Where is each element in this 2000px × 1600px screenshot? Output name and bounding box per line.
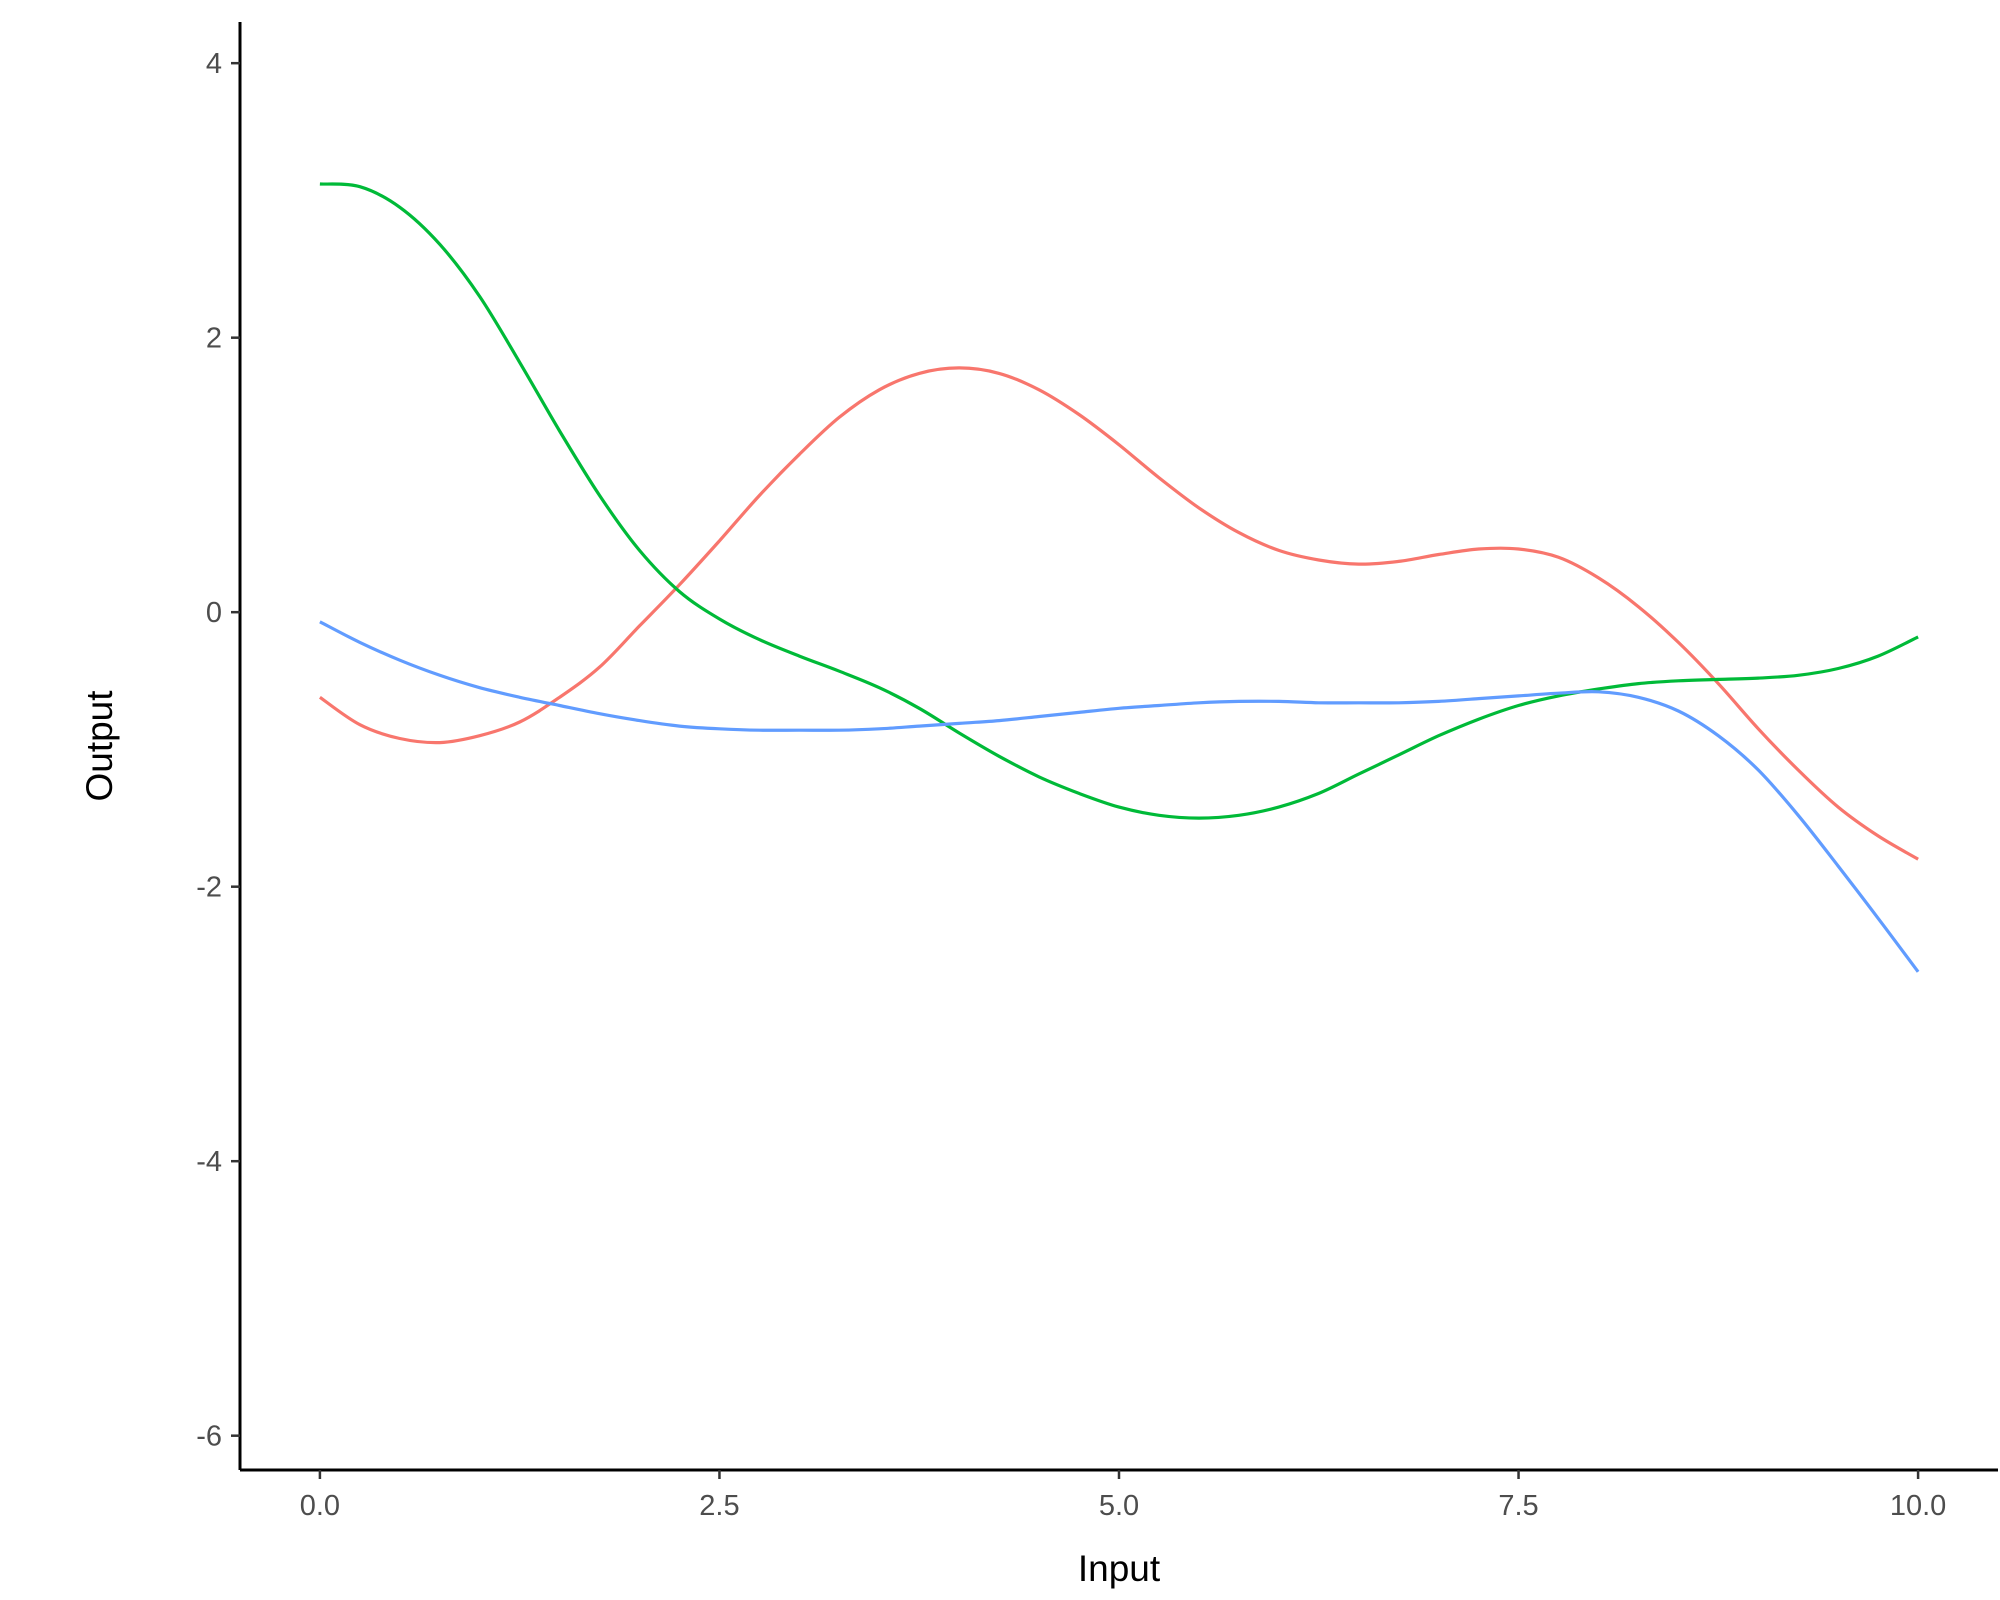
series-line-2 (319, 182, 1919, 820)
x-tick-label: 0.0 (300, 1490, 340, 1522)
x-tick-label: 2.5 (699, 1490, 739, 1522)
y-tick-label: 4 (206, 48, 222, 80)
series-layer (318, 182, 1920, 973)
y-tick-label: 2 (206, 323, 222, 355)
series-line-1 (318, 366, 1919, 861)
x-axis-title: Input (1078, 1548, 1161, 1589)
y-axis-ticks: -6 -4 -2 0 2 4 (196, 48, 240, 1453)
y-tick-label: -4 (196, 1146, 222, 1178)
x-tick-label: 10.0 (1890, 1490, 1946, 1522)
y-tick-label: -2 (196, 872, 222, 904)
series-line-3 (319, 620, 1920, 973)
x-axis-ticks: 0.0 2.5 5.0 7.5 10.0 (300, 1470, 1946, 1522)
x-tick-label: 5.0 (1099, 1490, 1139, 1522)
y-tick-label: -6 (196, 1421, 222, 1453)
y-axis-title: Output (79, 690, 120, 802)
y-tick-label: 0 (206, 597, 222, 629)
x-tick-label: 7.5 (1498, 1490, 1538, 1522)
